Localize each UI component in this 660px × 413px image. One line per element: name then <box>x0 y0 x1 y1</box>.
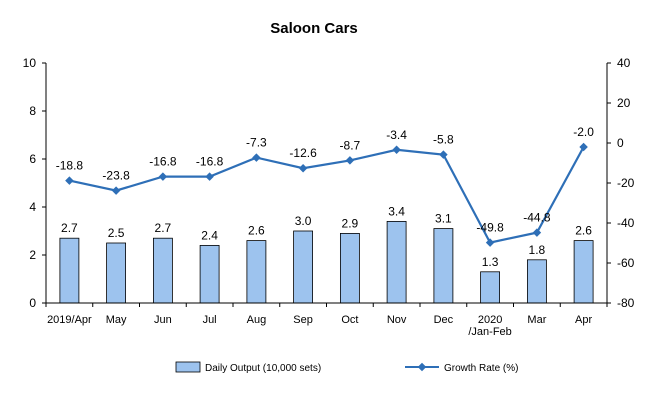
y-right-tick-label-3: -20 <box>617 176 635 190</box>
growth-point-11 <box>579 142 588 152</box>
growth-label-1: -23.8 <box>102 169 130 183</box>
bar-10 <box>527 259 547 304</box>
bar-label-2: 2.7 <box>155 221 172 235</box>
x-tick-label-4: Aug <box>247 314 267 326</box>
bar-label-7: 3.4 <box>388 204 405 218</box>
growth-point-9 <box>485 238 495 247</box>
growth-point-0 <box>65 176 74 185</box>
growth-rate-line <box>69 146 585 244</box>
x-tick-label-6: Oct <box>341 314 358 326</box>
x-tick-label-2: Jun <box>154 314 172 326</box>
growth-point-10 <box>532 228 542 237</box>
bar-4 <box>246 240 267 304</box>
growth-label-5: -12.6 <box>289 146 317 160</box>
growth-label-11: -2.0 <box>573 125 594 139</box>
growth-label-7: -3.4 <box>386 128 407 142</box>
bar-label-8: 3.1 <box>435 212 452 226</box>
y-left-tick-label-2: 4 <box>29 200 36 214</box>
y-right-tick-label-5: 20 <box>617 96 631 110</box>
growth-point-2 <box>158 172 168 181</box>
legend-line-marker <box>417 362 427 372</box>
growth-label-9: -49.8 <box>476 221 504 235</box>
legend-line-label: Growth Rate (%) <box>444 363 518 374</box>
bar-11 <box>573 240 594 304</box>
bar-label-3: 2.4 <box>201 228 218 242</box>
x-tick-label-0: 2019/Apr <box>47 314 92 326</box>
bar-3 <box>199 244 220 304</box>
x-tick-label-9: 2020 <box>478 314 502 326</box>
y-left-tick-label-5: 10 <box>23 56 37 70</box>
x-tick-label-5: Sep <box>293 314 313 326</box>
growth-label-6: -8.7 <box>340 138 361 152</box>
growth-label-8: -5.8 <box>433 133 454 147</box>
growth-point-7 <box>392 145 401 155</box>
bar-8 <box>433 228 454 304</box>
bar-2 <box>152 237 173 304</box>
x-tick-label-1: May <box>106 314 127 326</box>
bar-0 <box>59 237 80 304</box>
growth-label-2: -16.8 <box>149 155 177 169</box>
bar-9 <box>480 271 501 304</box>
growth-point-5 <box>298 163 308 173</box>
x-tick-label-3: Jul <box>203 314 217 326</box>
y-right-tick-label-6: 40 <box>617 56 631 70</box>
growth-point-1 <box>111 186 121 195</box>
legend: Daily Output (10,000 sets) Growth Rate (%… <box>175 361 518 374</box>
plot-area: 2.7 2.5 2.7 2.4 2.6 3.0 2.9 3.4 3.1 1.3 1.8 2.6 0 2 4 6… <box>23 56 635 338</box>
y-right-tick-label-1: -60 <box>617 256 635 270</box>
x-tick-label-8: Dec <box>434 314 454 326</box>
bar-label-11: 2.6 <box>575 224 592 238</box>
bar-5 <box>293 230 314 304</box>
bar-6 <box>339 232 360 304</box>
growth-point-8 <box>439 150 448 159</box>
y-right-tick-label-4: 0 <box>617 136 624 150</box>
legend-bar-swatch <box>175 361 201 373</box>
x-tick-label-11: Apr <box>575 314 592 326</box>
bar-label-1: 2.5 <box>108 226 125 240</box>
legend-bar-label: Daily Output (10,000 sets) <box>205 363 321 374</box>
bar-1 <box>106 242 126 304</box>
y-left-tick-label-1: 2 <box>29 248 36 262</box>
bar-7 <box>386 220 407 304</box>
bar-label-5: 3.0 <box>295 214 312 228</box>
bar-label-10: 1.8 <box>529 243 546 257</box>
growth-label-10: -44.8 <box>523 211 551 225</box>
growth-point-4 <box>252 153 261 162</box>
growth-point-6 <box>345 156 355 165</box>
growth-point-3 <box>205 172 214 181</box>
bar-label-0: 2.7 <box>61 221 78 235</box>
y-right-tick-label-2: -40 <box>617 216 635 230</box>
y-left-tick-label-4: 8 <box>29 104 36 118</box>
bar-label-9: 1.3 <box>482 255 499 269</box>
y-left-tick-label-0: 0 <box>29 296 36 310</box>
y-left-tick-label-3: 6 <box>29 152 36 166</box>
bar-label-4: 2.6 <box>248 224 265 238</box>
growth-label-3: -16.8 <box>196 155 224 169</box>
x-tick-label-9-1: /Jan-Feb <box>468 326 511 338</box>
growth-label-0: -18.8 <box>56 159 84 173</box>
bar-label-6: 2.9 <box>342 216 359 230</box>
growth-label-4: -7.3 <box>246 136 267 150</box>
y-right-tick-label-0: -80 <box>617 296 635 310</box>
x-tick-label-7: Nov <box>387 314 407 326</box>
chart-title: Saloon Cars <box>270 20 358 37</box>
x-tick-label-10: Mar <box>527 314 546 326</box>
